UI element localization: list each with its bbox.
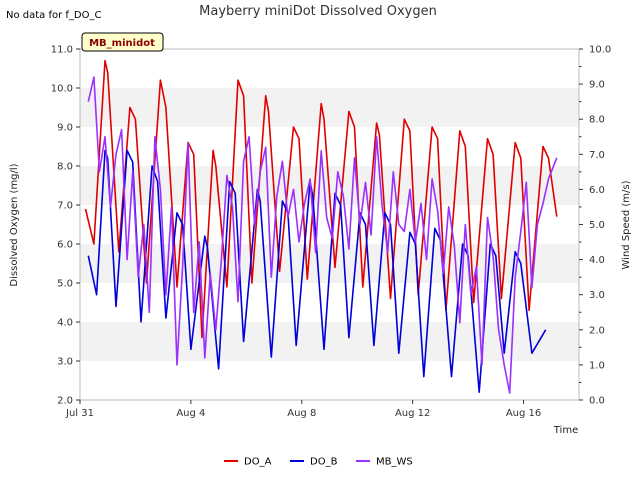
y-tick-label: 5.0 bbox=[57, 279, 73, 290]
series-line-do_a bbox=[84, 59, 558, 339]
grid-band bbox=[80, 88, 579, 127]
grid-band bbox=[80, 322, 579, 361]
series-line-mb_ws bbox=[87, 76, 558, 394]
x-tick-label: Jul 31 bbox=[65, 408, 94, 419]
y-tick-label: 11.0 bbox=[51, 45, 73, 56]
x-axis: Jul 31 Aug 4 Aug 8 Aug 12 Aug 16 bbox=[65, 400, 541, 419]
y2-tick-label: 4.0 bbox=[589, 255, 605, 266]
y2-axis-label: Wind Speed (m/s) bbox=[621, 180, 632, 269]
y2-tick-label: 2.0 bbox=[589, 325, 605, 336]
y-tick-label: 3.0 bbox=[57, 357, 73, 368]
y2-tick-label: 8.0 bbox=[589, 115, 605, 126]
x-tick-label: Aug 16 bbox=[506, 408, 541, 419]
y2-tick-label: 6.0 bbox=[589, 185, 605, 196]
series-layer bbox=[84, 59, 558, 394]
y2-tick-label: 0.0 bbox=[589, 396, 605, 407]
y-axis-right: 0.0 1.0 2.0 3.0 4.0 5.0 6.0 7.0 8.0 9.0 10.0 bbox=[579, 45, 611, 407]
no-data-note: No data for f_DO_C bbox=[6, 10, 102, 21]
y2-tick-label: 3.0 bbox=[589, 290, 605, 301]
y-tick-label: 4.0 bbox=[57, 318, 73, 329]
x-axis-label: Time bbox=[553, 425, 578, 436]
y2-tick-label: 1.0 bbox=[589, 360, 605, 371]
y-axis-label: Dissolved Oxygen (mg/l) bbox=[9, 163, 20, 286]
y2-tick-label: 9.0 bbox=[589, 80, 605, 91]
grid-band bbox=[80, 127, 579, 166]
grid-band bbox=[80, 283, 579, 322]
y2-tick-label: 5.0 bbox=[589, 220, 605, 231]
legend-label-mb_ws: MB_WS bbox=[376, 457, 413, 468]
x-tick-label: Aug 8 bbox=[287, 408, 316, 419]
y-tick-label: 10.0 bbox=[51, 84, 73, 95]
x-tick-label: Aug 4 bbox=[176, 408, 205, 419]
x-tick-label: Aug 12 bbox=[395, 408, 430, 419]
site-badge: MB_minidot bbox=[81, 32, 164, 52]
chart-title: Mayberry miniDot Dissolved Oxygen bbox=[199, 4, 437, 19]
grid-band bbox=[80, 361, 579, 400]
y-tick-label: 6.0 bbox=[57, 240, 73, 251]
y-tick-label: 8.0 bbox=[57, 162, 73, 173]
site-badge-box bbox=[81, 32, 164, 52]
y2-tick-label: 7.0 bbox=[589, 150, 605, 161]
y-axis-left: 2.0 3.0 4.0 5.0 6.0 7.0 8.0 9.0 10.0 11.0 bbox=[51, 45, 80, 407]
legend-label-do_b: DO_B bbox=[310, 457, 338, 468]
y-tick-label: 9.0 bbox=[57, 123, 73, 134]
legend: DO_A DO_B MB_WS bbox=[224, 457, 413, 468]
y2-tick-label: 10.0 bbox=[589, 45, 611, 56]
grid-band bbox=[80, 49, 579, 88]
y-tick-label: 7.0 bbox=[57, 201, 73, 212]
grid-band bbox=[80, 205, 579, 244]
site-badge-label: MB_minidot bbox=[89, 38, 155, 49]
legend-label-do_a: DO_A bbox=[244, 457, 272, 468]
background-bands bbox=[80, 49, 579, 400]
y-tick-label: 2.0 bbox=[57, 396, 73, 407]
